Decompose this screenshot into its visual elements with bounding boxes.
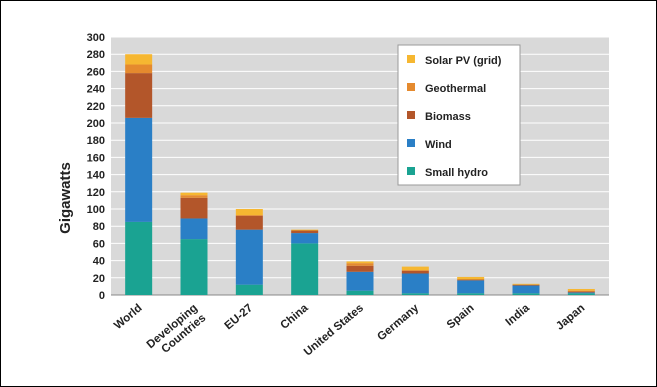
- y-tick-label: 200: [87, 118, 105, 130]
- bar-segment: [401, 270, 429, 274]
- bar-segment: [291, 229, 319, 231]
- bar-segment: [457, 280, 485, 294]
- bar-segment: [457, 276, 485, 280]
- y-tick-label: 160: [87, 152, 105, 164]
- bar-segment: [125, 73, 153, 118]
- bar-segment: [346, 290, 374, 295]
- bar-segment: [401, 273, 429, 294]
- x-tick-labels: World DevelopingCountries EU-27 ChinaUnited…: [112, 302, 587, 361]
- x-tick-label: Germany: [375, 302, 421, 344]
- y-tick-label: 220: [87, 101, 105, 113]
- bars: [125, 54, 595, 295]
- bar-segment: [125, 117, 153, 222]
- bar-segment: [346, 263, 374, 266]
- y-tick-label: 100: [87, 204, 105, 216]
- y-tick-label: 60: [93, 238, 105, 250]
- bar-segment: [235, 215, 263, 230]
- bar-segment: [401, 270, 429, 271]
- bar-segment: [291, 230, 319, 234]
- bar-segment: [512, 284, 540, 286]
- y-tick-label: 280: [87, 49, 105, 61]
- x-tick-label: Spain: [445, 302, 477, 331]
- y-tick-label: 260: [87, 66, 105, 78]
- legend-swatch: [407, 139, 415, 147]
- bar-segment: [235, 209, 263, 216]
- bar-segment: [457, 279, 485, 281]
- bar-segment: [180, 195, 208, 198]
- legend-label: Biomass: [425, 111, 471, 123]
- bar-segment: [401, 293, 429, 295]
- y-axis-label: Gigawatts: [57, 162, 74, 234]
- legend-swatch: [407, 55, 415, 63]
- bar-segment: [235, 284, 263, 295]
- y-tick-labels: 0 20 40 60 80 100 120 140 160 180 200 220 240 260 280 3…: [87, 32, 105, 302]
- legend: Solar PV (grid) Geothermal Biomass Wind Smal…: [397, 44, 521, 186]
- x-tick-label: India: [504, 302, 533, 329]
- y-tick-label: 180: [87, 135, 105, 147]
- y-tick-label: 140: [87, 170, 105, 182]
- bar-segment: [125, 64, 153, 74]
- y-tick-label: 20: [93, 273, 105, 285]
- x-tick-label: China: [278, 302, 311, 332]
- y-tick-label: 0: [99, 290, 105, 302]
- bar-segment: [346, 271, 374, 291]
- bar-segment: [457, 293, 485, 295]
- legend-label: Small hydro: [425, 167, 488, 179]
- bar-segment: [512, 283, 540, 285]
- y-tick-label: 240: [87, 84, 105, 96]
- bar-segment: [125, 221, 153, 295]
- y-tick-label: 40: [93, 256, 105, 268]
- x-tick-label: DevelopingCountries: [145, 302, 209, 361]
- bar-segment: [180, 192, 208, 196]
- legend-swatch: [407, 167, 415, 175]
- bar-segment: [291, 243, 319, 295]
- x-tick-label: World: [112, 302, 145, 332]
- bar-segment: [567, 292, 595, 294]
- bar-segment: [401, 266, 429, 271]
- bar-segment: [567, 288, 595, 291]
- bar-segment: [567, 290, 595, 292]
- bar-segment: [180, 197, 208, 219]
- legend-label: Solar PV (grid): [425, 55, 502, 67]
- legend-swatch: [407, 111, 415, 119]
- bar-segment: [512, 293, 540, 295]
- bar-segment: [346, 265, 374, 272]
- y-tick-label: 120: [87, 187, 105, 199]
- bar-segment: [512, 285, 540, 294]
- y-tick-label: 300: [87, 32, 105, 44]
- x-tick-label: United States: [302, 302, 366, 358]
- bar-segment: [180, 218, 208, 240]
- bar-segment: [346, 261, 374, 264]
- bar-segment: [567, 291, 595, 293]
- bar-segment: [235, 215, 263, 216]
- legend-swatch: [407, 83, 415, 91]
- legend-box: [397, 44, 521, 186]
- legend-label: Geothermal: [425, 83, 486, 95]
- x-tick-label: EU-27: [223, 302, 256, 332]
- bar-segment: [180, 239, 208, 295]
- legend-label: Wind: [425, 139, 452, 151]
- bar-segment: [567, 293, 595, 295]
- y-tick-label: 80: [93, 221, 105, 233]
- bar-segment: [125, 54, 153, 65]
- x-tick-label: Japan: [554, 302, 587, 333]
- bar-segment: [235, 229, 263, 285]
- bar-segment: [291, 233, 319, 244]
